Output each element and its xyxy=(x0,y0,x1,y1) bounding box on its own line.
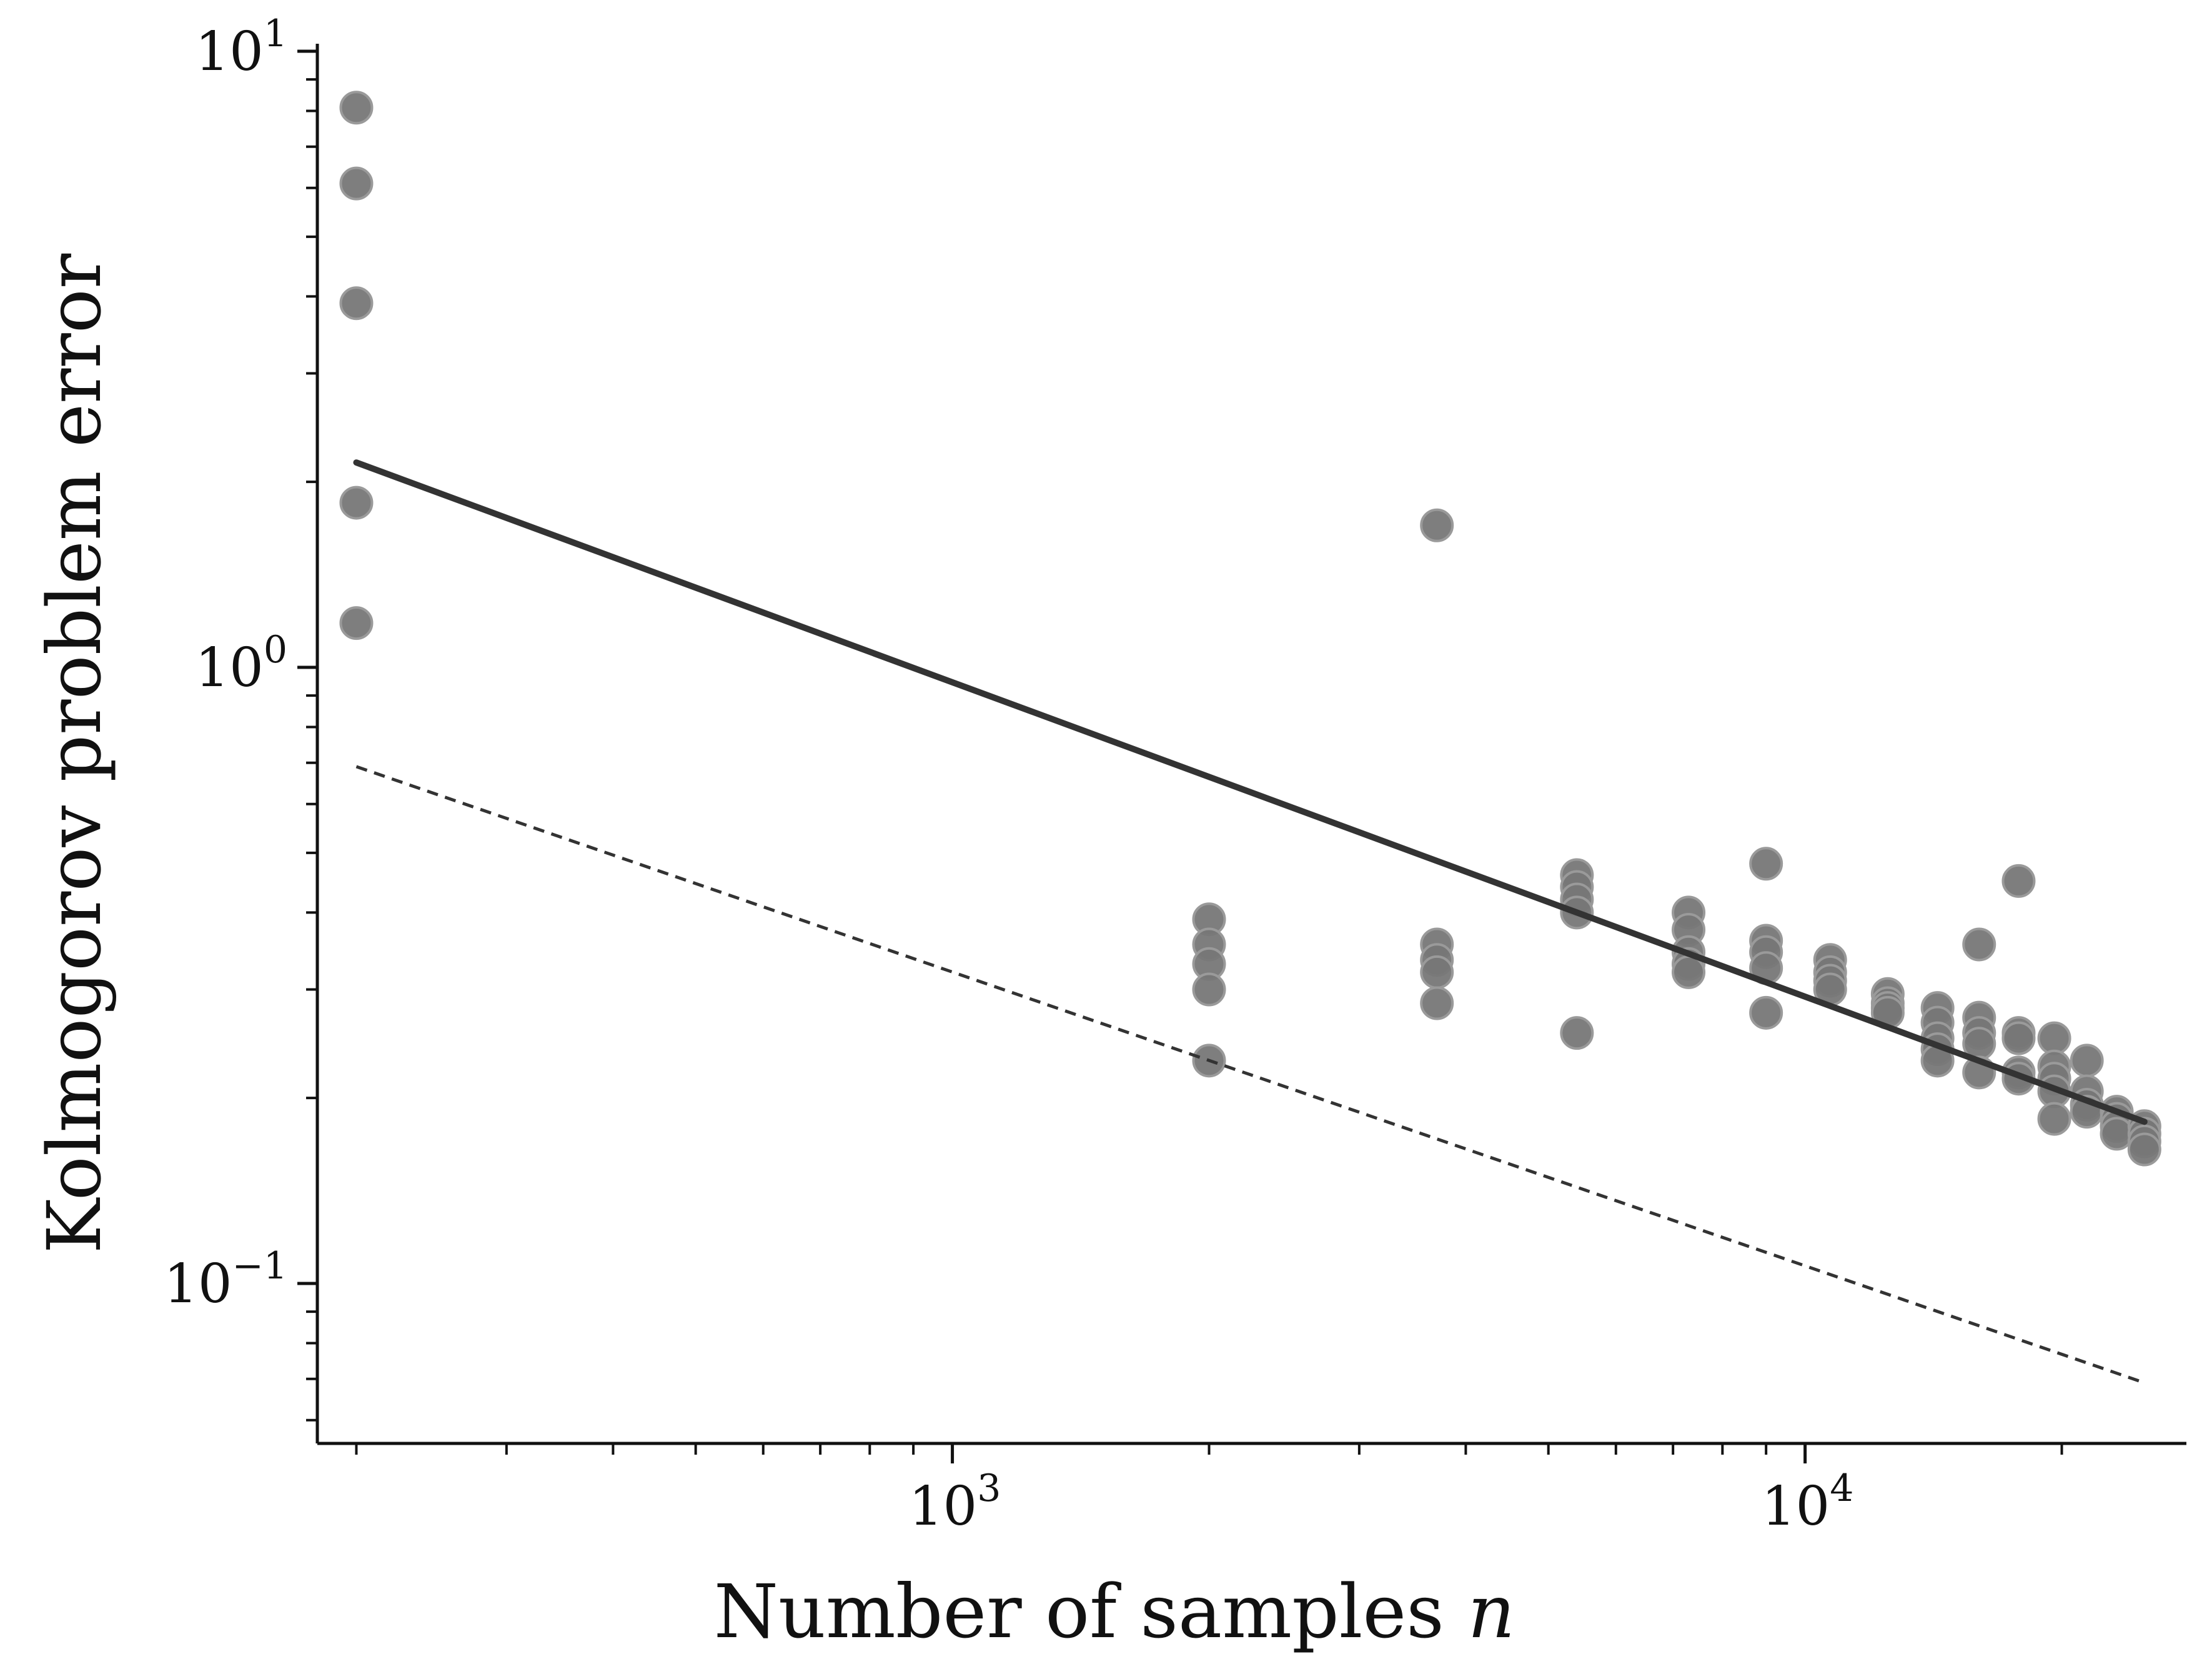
data-point xyxy=(1192,972,1226,1007)
reference-line xyxy=(355,765,2145,1385)
axes xyxy=(315,44,2186,1445)
data-point xyxy=(339,606,374,640)
data-point xyxy=(2037,1021,2071,1055)
data-point xyxy=(1962,927,1996,962)
x-tick-label: 104 xyxy=(1762,1467,1854,1538)
y-tick-label: 101 xyxy=(195,12,287,83)
data-point xyxy=(339,286,374,321)
data-point xyxy=(2001,1021,2036,1055)
data-point xyxy=(339,91,374,125)
data-point xyxy=(2001,864,2036,898)
data-point xyxy=(1749,995,1783,1030)
data-point xyxy=(339,486,374,520)
y-tick-label: 10−1 xyxy=(164,1244,287,1315)
data-point xyxy=(2070,1044,2104,1078)
tick-marks xyxy=(297,49,2063,1463)
tick-labels: 103 104 10−1 100 101 xyxy=(164,12,1853,1538)
data-point xyxy=(1672,955,1706,989)
y-axis-title: Kolmogorov problem error xyxy=(31,253,117,1253)
y-tick-label: 100 xyxy=(195,628,287,699)
data-point xyxy=(2037,1102,2071,1136)
data-point xyxy=(1420,986,1454,1020)
data-point xyxy=(1420,508,1454,542)
data-points xyxy=(339,91,2161,1167)
data-point xyxy=(2127,1132,2161,1167)
x-axis-title-variable: n xyxy=(1467,1568,1515,1655)
x-axis-title-text: Number of samples xyxy=(714,1568,1468,1655)
x-tick-label: 103 xyxy=(909,1467,1001,1538)
data-point xyxy=(1749,847,1783,881)
fit-line xyxy=(353,459,2148,1125)
trend-lines xyxy=(353,459,2148,1385)
x-axis-title: Number of samples n xyxy=(714,1568,1515,1655)
data-point xyxy=(1560,1016,1594,1050)
data-point xyxy=(1420,955,1454,989)
data-point xyxy=(339,166,374,201)
